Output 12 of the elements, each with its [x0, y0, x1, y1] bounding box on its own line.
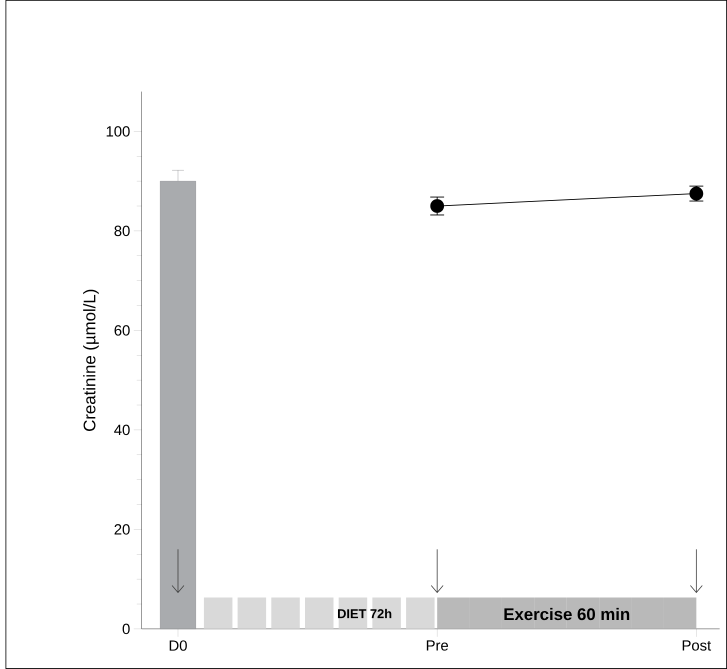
- y-axis-title: Creatinine (µmol/L): [83, 290, 99, 431]
- y-tick-label: 40: [114, 424, 130, 436]
- y-tick-label: 100: [106, 126, 130, 137]
- x-tick-label: D0: [170, 640, 187, 651]
- y-tick-label: 0: [122, 624, 130, 634]
- x-tick-label: Post: [682, 640, 712, 651]
- annotation: Exercise 60 min: [504, 608, 630, 620]
- x-tick-label: Pre: [426, 640, 448, 651]
- y-tick-label: 20: [114, 524, 130, 535]
- y-tick-label: 80: [114, 226, 130, 236]
- annotation: DIET 72h: [338, 608, 392, 618]
- y-tick-label: 60: [114, 325, 130, 336]
